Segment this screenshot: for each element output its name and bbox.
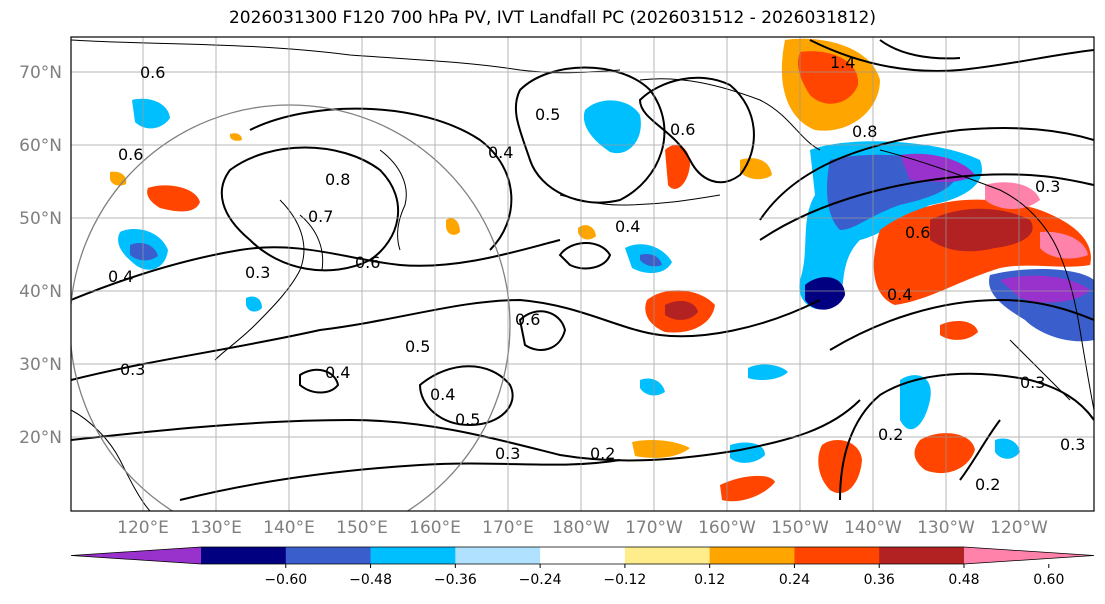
contour-label: 0.4 [615, 217, 640, 236]
contour-label: 0.3 [245, 263, 270, 282]
contour-label: 0.3 [120, 360, 145, 379]
lon-label: 120°W [990, 518, 1048, 538]
lat-label: 30°N [19, 355, 62, 375]
contour-label: 0.4 [325, 363, 350, 382]
colorbar-tick-label: 0.12 [694, 572, 725, 588]
lon-label: 150°E [336, 518, 388, 538]
colorbar-segment [370, 547, 456, 564]
colorbar-extend-low [71, 547, 201, 564]
lon-label: 130°W [917, 518, 975, 538]
pv-contours [71, 39, 1094, 501]
colorbar-segment [794, 547, 880, 564]
contour-label: 0.6 [118, 145, 143, 164]
colorbar-tick-label: 0.36 [864, 572, 895, 588]
contour-label: 0.2 [590, 444, 615, 463]
map-frame [70, 36, 1095, 512]
lat-label: 20°N [19, 428, 62, 448]
contour-label: 0.4 [430, 385, 455, 404]
contour-label: 0.7 [308, 207, 333, 226]
lon-label: 170°E [482, 518, 534, 538]
lon-label: 180°W [552, 518, 610, 538]
colorbar-tick-label: 0.48 [948, 572, 979, 588]
lat-label: 60°N [19, 136, 62, 156]
contour-label: 0.6 [905, 223, 930, 242]
contour-label: 0.5 [455, 410, 480, 429]
contour-label: 0.2 [975, 475, 1000, 494]
contour-label: 0.8 [325, 170, 350, 189]
gridlines [71, 37, 1094, 511]
contour-label: 0.3 [1020, 373, 1045, 392]
colorbar-segment [709, 547, 795, 564]
lon-label: 140°W [844, 518, 902, 538]
contour-label: 0.6 [515, 310, 540, 329]
contour-label: 0.4 [887, 285, 912, 304]
colorbar-segment [455, 547, 541, 564]
colorbar-tick-label: −0.24 [519, 572, 562, 588]
colorbar-segment [879, 547, 965, 564]
contour-label: 0.6 [140, 63, 165, 82]
map-title: 2026031300 F120 700 hPa PV, IVT Landfall… [228, 8, 876, 28]
colorbar-segment [285, 547, 372, 564]
lat-label: 70°N [19, 63, 62, 83]
colorbar-tick-label: −0.12 [603, 572, 646, 588]
contour-label: 0.3 [1060, 435, 1085, 454]
colorbar: −0.60 −0.48 −0.36 −0.24 −0.12 0.12 0.24 0.36 0.4… [70, 546, 1095, 588]
lon-label: 150°W [771, 518, 829, 538]
lon-label: 140°E [263, 518, 315, 538]
contour-label: 0.5 [535, 105, 560, 124]
contour-label: 0.3 [495, 444, 520, 463]
lon-label: 170°W [625, 518, 683, 538]
contour-label: 0.4 [108, 267, 133, 286]
colorbar-tick-label: −0.60 [264, 572, 307, 588]
contour-label: 0.8 [852, 122, 877, 141]
contour-label: 0.6 [670, 120, 695, 139]
gray-range-circle [71, 104, 511, 511]
colorbar-tick-label: −0.36 [434, 572, 477, 588]
contour-label: 0.6 [355, 253, 380, 272]
contour-label: 0.2 [878, 425, 903, 444]
colorbar-tick-label: −0.48 [349, 572, 392, 588]
longitude-axis: 120°E 130°E 140°E 150°E 160°E 170°E 180°… [117, 518, 1048, 538]
lat-label: 40°N [19, 282, 62, 302]
latitude-axis: 70°N 60°N 50°N 40°N 30°N 20°N [19, 63, 62, 448]
lon-label: 120°E [117, 518, 169, 538]
contour-label: 0.4 [488, 143, 513, 162]
colorbar-segment [201, 547, 287, 564]
contour-label: 0.3 [1035, 177, 1060, 196]
colorbar-extend-high [964, 547, 1094, 564]
contour-label: 1.4 [830, 53, 855, 72]
colorbar-tick-label: 0.60 [1033, 572, 1064, 588]
lat-label: 50°N [19, 209, 62, 229]
lon-label: 130°E [190, 518, 242, 538]
colorbar-tick-label: 0.24 [779, 572, 810, 588]
colorbar-outline [70, 546, 1095, 565]
lon-label: 160°W [698, 518, 756, 538]
colorbar-segment [540, 547, 626, 564]
contour-label: 0.5 [405, 337, 430, 356]
lon-label: 160°E [409, 518, 461, 538]
colorbar-segment [624, 547, 711, 564]
contour-label-group: 1.4 0.8 0.3 0.6 0.4 0.5 0.3 0.2 0.3 0.3 … [108, 53, 1085, 494]
